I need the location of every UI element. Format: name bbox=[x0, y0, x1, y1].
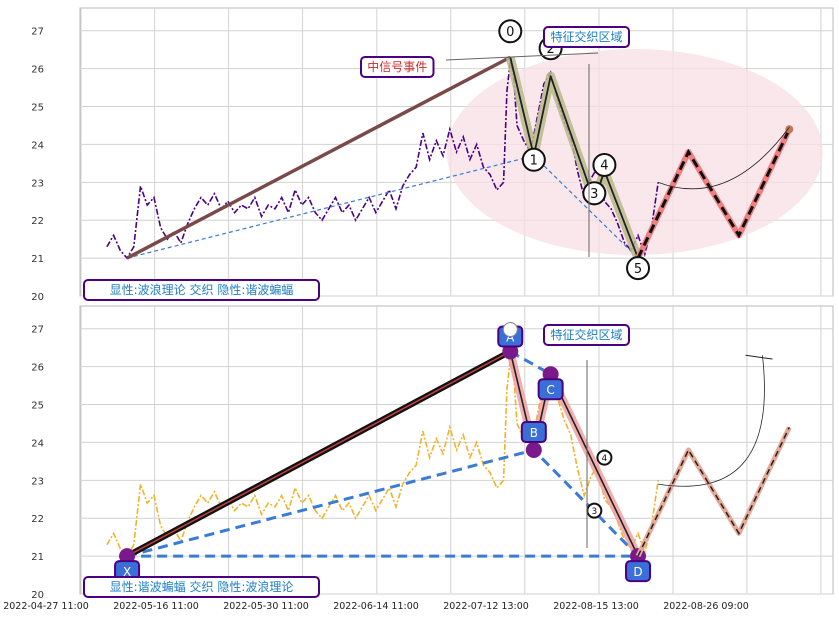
zone-label-text: 特征交织区域 bbox=[550, 29, 622, 44]
abcd-line bbox=[509, 351, 639, 557]
x-tick-label: 2022-08-15 13:00 bbox=[553, 601, 639, 612]
forecast-arc-cap bbox=[745, 354, 773, 360]
wave-line bbox=[509, 57, 639, 259]
y-tick-label: 25 bbox=[31, 401, 44, 412]
wave-label-4: 4 bbox=[592, 152, 617, 177]
wave-label-0: 0 bbox=[498, 19, 523, 44]
y-tick-label: 24 bbox=[31, 438, 44, 449]
wave-label-0-circle bbox=[498, 19, 523, 44]
wave-label-1-text: 1 bbox=[530, 153, 538, 168]
y-tick-label: 26 bbox=[31, 363, 44, 374]
minor-label-3: 3 bbox=[586, 502, 603, 519]
wave-label-4-text: 4 bbox=[600, 159, 608, 174]
harmonic-point-B bbox=[525, 442, 542, 458]
y-tick-label: 20 bbox=[31, 292, 44, 303]
trend-solid-line bbox=[126, 55, 512, 260]
y-tick-label: 24 bbox=[31, 140, 44, 151]
harmonic-label-text: A bbox=[506, 330, 515, 344]
harmonic-label-B: B bbox=[520, 421, 547, 443]
y-tick-label: 26 bbox=[31, 65, 44, 76]
harmonic-label-text: D bbox=[633, 565, 642, 579]
x-tick-label: 2022-04-27 11:00 bbox=[3, 601, 89, 612]
price-line bbox=[106, 358, 659, 558]
forecast-line bbox=[636, 128, 791, 259]
wave-label-5-circle bbox=[626, 256, 651, 281]
harmonic-label-text: X bbox=[123, 565, 131, 579]
y-tick-label: 25 bbox=[31, 103, 44, 114]
x-axis: 2022-04-27 11:00 2022-05-16 11:00 2022-05-… bbox=[3, 601, 749, 612]
harmonic-label-text: B bbox=[530, 426, 538, 440]
x-tick-label: 2022-06-14 11:00 bbox=[333, 601, 419, 612]
zone-label-box bbox=[543, 26, 630, 48]
harmonic-label-box bbox=[625, 560, 652, 583]
y-tick-label: 22 bbox=[31, 514, 44, 525]
forecast-line bbox=[637, 426, 790, 557]
wave-label-2-text: 2 bbox=[546, 42, 554, 57]
wave-label-0-text: 0 bbox=[506, 25, 514, 40]
event-label-box bbox=[360, 56, 435, 78]
x-tick-label: 2022-05-30 11:00 bbox=[223, 601, 309, 612]
y-tick-label: 20 bbox=[31, 590, 44, 601]
wave-label-1: 1 bbox=[521, 147, 546, 172]
wave-label-5: 5 bbox=[626, 256, 651, 281]
harmonic-label-box bbox=[537, 378, 564, 401]
y-tick-label: 22 bbox=[31, 216, 44, 227]
y-tick-label: 23 bbox=[31, 476, 44, 487]
minor-label-4: 4 bbox=[596, 449, 613, 466]
event-label-text: 中信号事件 bbox=[367, 59, 427, 74]
zone-label-text: 特征交织区域 bbox=[550, 327, 622, 342]
minor-label-4-text: 4 bbox=[602, 454, 608, 464]
zone-label: 特征交织区域 bbox=[543, 26, 630, 48]
y-tick-label: 21 bbox=[31, 254, 44, 265]
forecast-arc bbox=[658, 355, 765, 487]
harmonic-label-C: C bbox=[537, 378, 564, 401]
harmonic-label-box bbox=[520, 421, 547, 443]
style-label: 显性:波浪理论 交织 隐性:谐波蝙蝠 bbox=[83, 279, 320, 301]
zone-label-box bbox=[543, 324, 630, 346]
minor-label-0-circle bbox=[502, 321, 518, 337]
forecast-arc bbox=[658, 127, 790, 190]
wave-label-3: 3 bbox=[582, 181, 607, 206]
wave-label-5-text: 5 bbox=[634, 262, 642, 277]
harmonic-label-D: D bbox=[625, 560, 652, 583]
style-label-box bbox=[83, 279, 320, 301]
minor-label-3-text: 3 bbox=[591, 507, 597, 517]
minor-label-4-circle bbox=[596, 449, 613, 466]
style-label: 显性:谐波蝙蝠 交织 隐性:波浪理论 bbox=[83, 576, 320, 598]
zone-arrow bbox=[445, 52, 599, 257]
harmonic-label-text: C bbox=[546, 383, 554, 397]
style-label-text: 显性:波浪理论 交织 隐性:谐波蝙蝠 bbox=[110, 282, 294, 297]
xa-leg-core bbox=[126, 350, 511, 557]
style-label-box bbox=[83, 576, 320, 598]
y-tick-label: 27 bbox=[31, 27, 44, 38]
wave-label-3-text: 3 bbox=[590, 187, 598, 202]
xbd-dashed bbox=[126, 448, 642, 558]
y-tick-label: 21 bbox=[31, 552, 44, 563]
x-tick-label: 2022-07-12 13:00 bbox=[443, 601, 529, 612]
price-line bbox=[106, 60, 659, 260]
event-label: 中信号事件 bbox=[360, 56, 435, 78]
zone-label: 特征交织区域 bbox=[543, 324, 630, 346]
x-tick-label: 2022-05-16 11:00 bbox=[113, 601, 199, 612]
forecast-end-dot bbox=[785, 125, 794, 134]
y-tick-label: 23 bbox=[31, 178, 44, 189]
feature-zone-ellipse bbox=[446, 49, 823, 255]
wave-label-4-circle bbox=[592, 152, 617, 177]
x-tick-label: 2022-08-26 09:00 bbox=[663, 601, 749, 612]
y-tick-label: 27 bbox=[31, 325, 44, 336]
wave-label-1-circle bbox=[521, 147, 546, 172]
style-label-text: 显性:谐波蝙蝠 交织 隐性:波浪理论 bbox=[110, 579, 294, 594]
